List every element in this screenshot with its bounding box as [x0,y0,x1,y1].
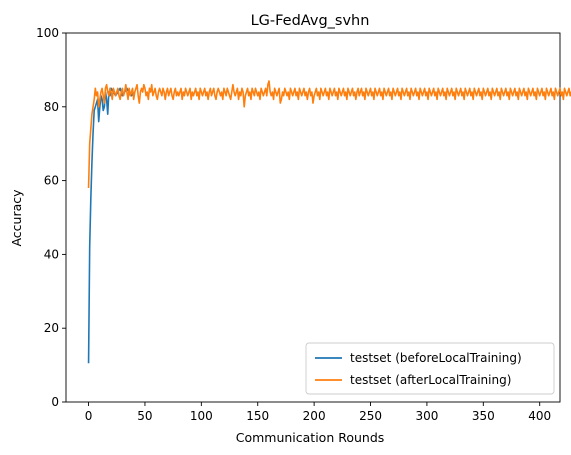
x-tick-label: 400 [528,409,551,423]
x-axis: 0 50 100 150 200 250 300 350 400 [85,402,551,423]
y-tick-label: 100 [36,26,59,40]
x-axis-label: Communication Rounds [236,430,385,445]
plot-frame [65,32,561,403]
x-tick-label: 350 [472,409,495,423]
y-tick-label: 20 [44,321,59,335]
x-tick-label: 50 [137,409,152,423]
y-tick-label: 0 [51,395,59,409]
plot-area [65,32,571,403]
chart-title: LG-FedAvg_svhn [251,13,370,29]
legend-label-0: testset (beforeLocalTraining) [350,351,522,365]
y-tick-label: 80 [44,100,59,114]
x-tick-label: 0 [85,409,93,423]
x-tick-label: 150 [246,409,269,423]
legend-box [305,342,555,395]
legend: testset (beforeLocalTraining) testset (af… [305,342,555,395]
y-axis: 0 20 40 60 80 100 [36,26,66,409]
x-tick-label: 300 [415,409,438,423]
x-tick-label: 250 [359,409,382,423]
y-axis-label: Accuracy [9,189,24,247]
y-tick-label: 40 [44,247,59,261]
x-tick-label: 100 [190,409,213,423]
y-tick-label: 60 [44,174,59,188]
series-line-1 [87,80,571,189]
legend-label-1: testset (afterLocalTraining) [350,373,511,387]
x-tick-label: 200 [303,409,326,423]
